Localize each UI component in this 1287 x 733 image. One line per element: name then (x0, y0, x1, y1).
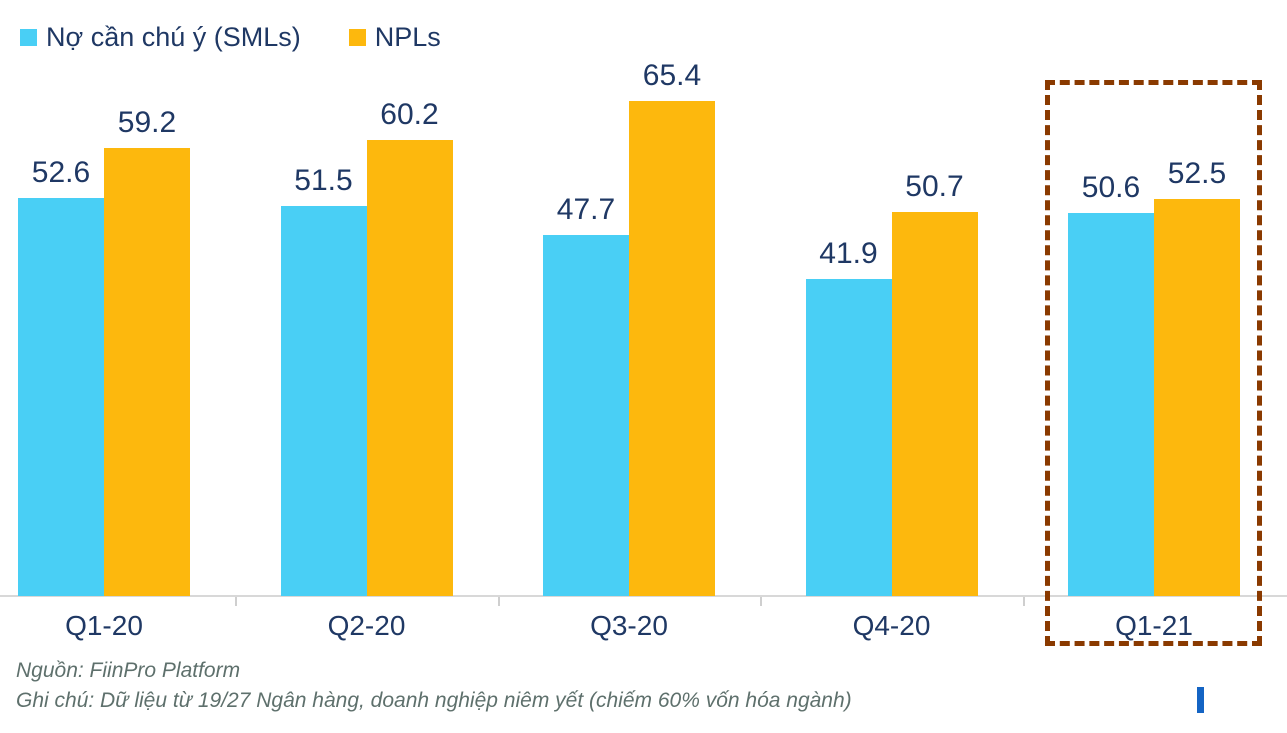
highlight-box-q1-21 (1045, 80, 1262, 646)
bar-smls-Q3-20 (543, 234, 629, 596)
note-text: Ghi chú: Dữ liệu từ 19/27 Ngân hàng, doa… (16, 689, 852, 712)
footer-notes: Nguồn: FiinPro Platform Ghi chú: Dữ liệu… (16, 656, 852, 716)
value-label-smls-Q1-20: 52.6 (31, 155, 91, 189)
bar-smls-Q1-21 (1068, 213, 1154, 596)
category-label-Q2-20: Q2-20 (327, 610, 406, 641)
legend-label-npls: NPLs (374, 22, 441, 52)
value-label-npls-Q4-20: 50.7 (905, 170, 964, 204)
source-text: Nguồn: FiinPro Platform (16, 659, 241, 682)
bar-smls-Q2-20 (280, 206, 367, 596)
value-label-npls-Q1-20: 59.2 (117, 105, 177, 139)
category-label-Q3-20: Q3-20 (590, 610, 668, 641)
bar-npls-Q1-21 (1154, 198, 1240, 596)
category-label-Q4-20: Q4-20 (852, 610, 931, 641)
bar-npls-Q2-20 (366, 140, 453, 596)
legend: Nợ cần chú ý (SMLs) NPLs (20, 22, 441, 53)
smls-swatch-icon (20, 29, 37, 46)
axis-tick (497, 597, 500, 606)
bar-npls-Q1-20 (104, 147, 190, 596)
value-label-npls-Q1-21: 52.5 (1167, 156, 1227, 190)
value-label-npls-Q2-20: 60.2 (380, 98, 439, 132)
value-label-smls-Q4-20: 41.9 (819, 236, 878, 270)
value-label-smls-Q2-20: 51.5 (294, 164, 353, 198)
bar-smls-Q4-20 (805, 278, 892, 596)
legend-item-smls: Nợ cần chú ý (SMLs) (20, 22, 301, 53)
blue-cursor-mark (1197, 687, 1204, 713)
value-label-npls-Q3-20: 65.4 (642, 59, 702, 92)
x-axis-line (0, 595, 1287, 597)
category-label-Q1-21: Q1-21 (1115, 610, 1193, 641)
value-label-smls-Q1-21: 50.6 (1081, 171, 1141, 205)
legend-item-npls: NPLs (348, 22, 441, 53)
npls-swatch-icon (348, 29, 366, 46)
bar-smls-Q1-20 (18, 197, 104, 596)
axis-tick (1022, 597, 1025, 606)
legend-label-smls: Nợ cần chú ý (SMLs) (46, 22, 301, 52)
bar-npls-Q4-20 (891, 212, 978, 596)
value-label-smls-Q3-20: 47.7 (556, 192, 616, 226)
bar-npls-Q3-20 (629, 101, 715, 596)
axis-tick (235, 597, 238, 606)
category-label-Q1-20: Q1-20 (65, 610, 143, 641)
axis-tick (760, 597, 763, 606)
